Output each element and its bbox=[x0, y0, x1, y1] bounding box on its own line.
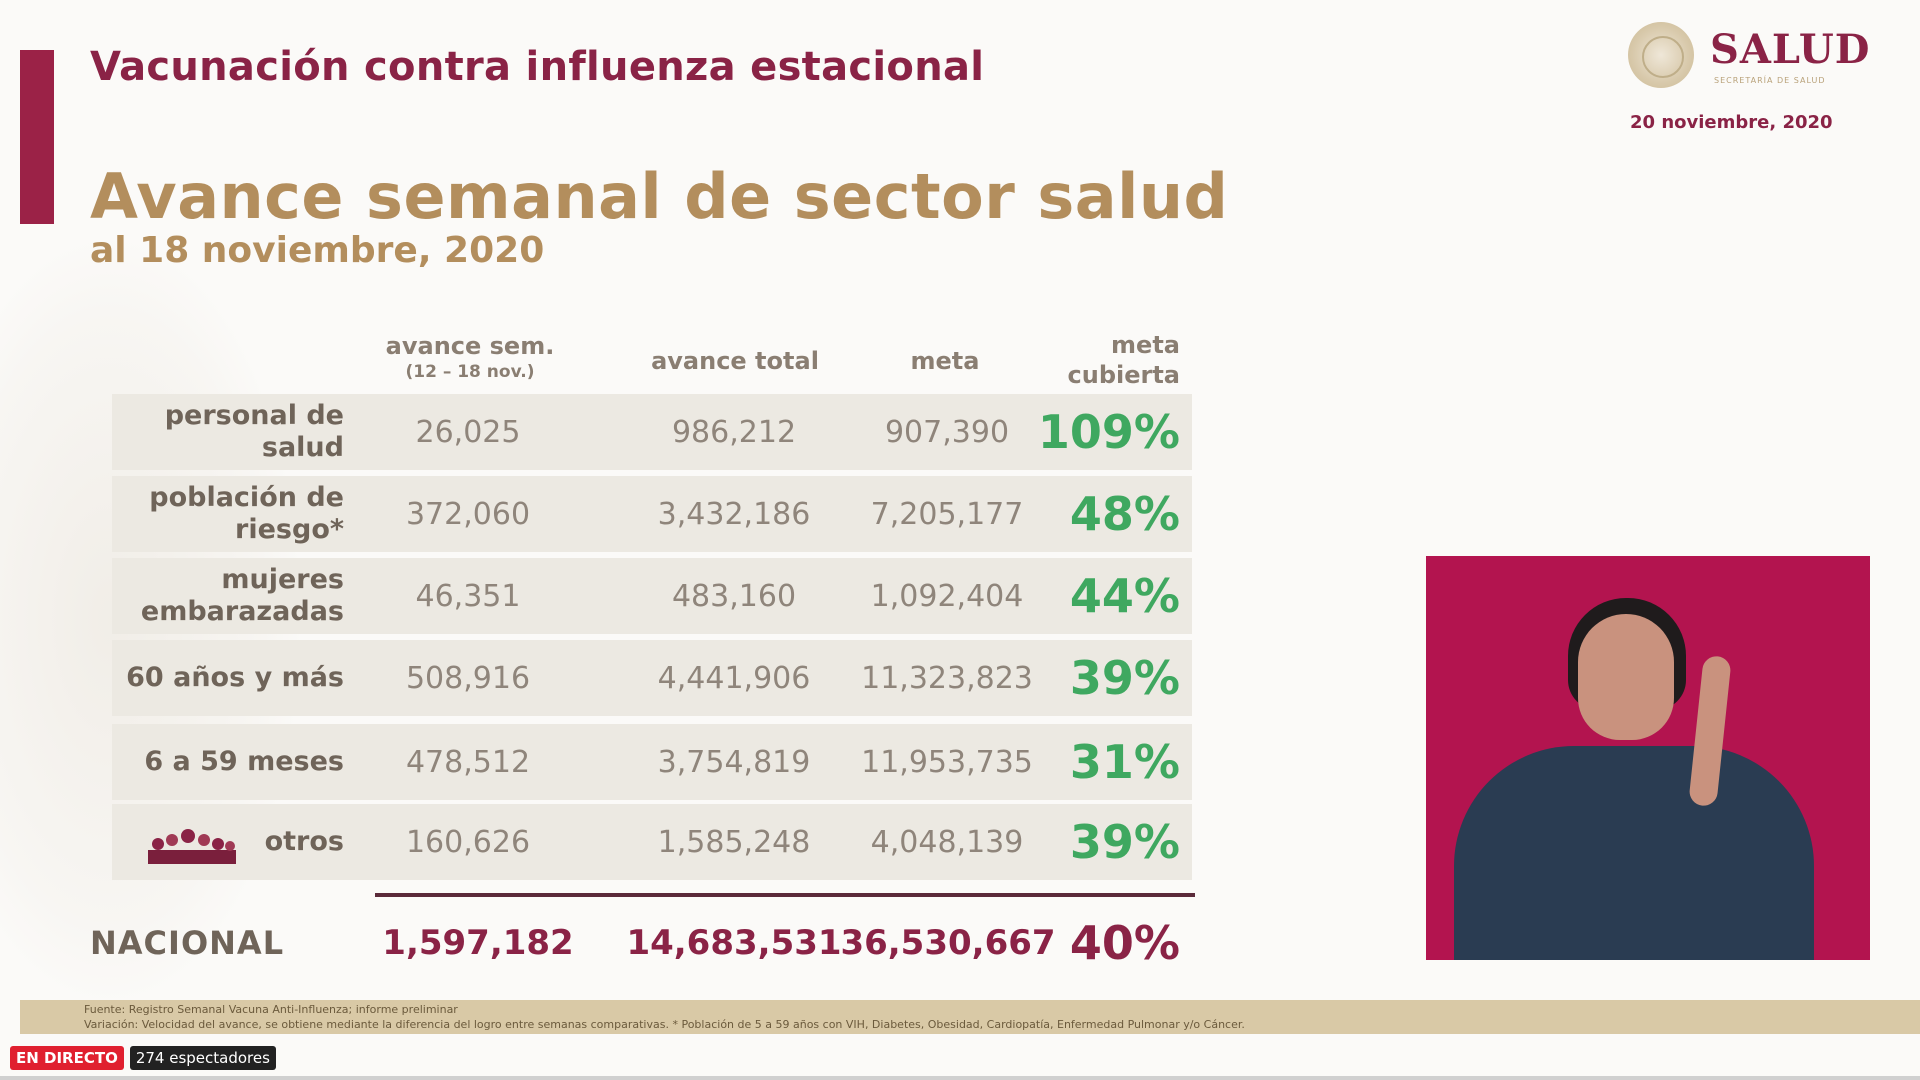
cell-weekly: 160,626 bbox=[405, 824, 531, 860]
national-label: NACIONAL bbox=[90, 924, 285, 962]
cell-weekly: 46,351 bbox=[415, 578, 521, 614]
footnote-band: Fuente: Registro Semanal Vacuna Anti-Inf… bbox=[20, 1000, 1920, 1034]
people-group-icon bbox=[148, 829, 236, 864]
page-title: Avance semanal de sector salud bbox=[90, 160, 1229, 233]
row-category: población de riesgo* bbox=[149, 481, 344, 545]
col-header-weekly: avance sem. (12 – 18 nov.) bbox=[385, 332, 555, 383]
cell-goal: 1,092,404 bbox=[870, 578, 1024, 614]
national-weekly: 1,597,182 bbox=[382, 923, 574, 963]
cell-total: 4,441,906 bbox=[657, 660, 811, 696]
cell-covered: 44% bbox=[1069, 569, 1180, 623]
salud-logo: SALUD SECRETARÍA DE SALUD bbox=[1628, 20, 1871, 90]
cell-covered: 48% bbox=[1069, 487, 1180, 541]
col-header-total: avance total bbox=[651, 347, 819, 375]
row-category: personal de salud bbox=[164, 399, 344, 463]
cell-goal: 907,390 bbox=[884, 414, 1010, 450]
cell-goal: 11,953,735 bbox=[861, 744, 1033, 780]
cell-total: 3,754,819 bbox=[657, 744, 811, 780]
cell-goal: 4,048,139 bbox=[870, 824, 1024, 860]
col-header-covered: meta cubierta bbox=[1067, 331, 1181, 390]
cell-total: 986,212 bbox=[671, 414, 797, 450]
cell-total: 3,432,186 bbox=[657, 496, 811, 532]
cell-covered: 109% bbox=[1037, 405, 1180, 459]
table-row: 6 a 59 meses 478,512 3,754,819 11,953,73… bbox=[112, 724, 1192, 800]
brand-name: SALUD bbox=[1710, 26, 1871, 73]
cell-goal: 11,323,823 bbox=[861, 660, 1033, 696]
page-subtitle: al 18 noviembre, 2020 bbox=[90, 230, 545, 271]
total-divider bbox=[375, 893, 1195, 897]
national-covered: 40% bbox=[1069, 916, 1180, 970]
cell-weekly: 508,916 bbox=[405, 660, 531, 696]
table-row: personal de salud 26,025 986,212 907,390 … bbox=[112, 394, 1192, 470]
presentation-date: 20 noviembre, 2020 bbox=[1630, 112, 1833, 133]
national-goal: 36,530,667 bbox=[840, 923, 1056, 963]
cell-covered: 31% bbox=[1069, 735, 1180, 789]
live-badge: EN DIRECTO bbox=[10, 1046, 124, 1070]
national-seal-icon bbox=[1628, 22, 1694, 88]
col-header-goal: meta bbox=[910, 347, 980, 375]
footnote-note: Variación: Velocidad del avance, se obti… bbox=[84, 1018, 1245, 1031]
table-row: mujeres embarazadas 46,351 483,160 1,092,… bbox=[112, 558, 1192, 634]
section-kicker: Vacunación contra influenza estacional bbox=[90, 44, 985, 90]
table-row: otros 160,626 1,585,248 4,048,139 39% bbox=[112, 804, 1192, 880]
cell-weekly: 478,512 bbox=[405, 744, 531, 780]
footnote-source: Fuente: Registro Semanal Vacuna Anti-Inf… bbox=[84, 1003, 458, 1016]
cell-weekly: 26,025 bbox=[415, 414, 521, 450]
brand-subtext: SECRETARÍA DE SALUD bbox=[1714, 76, 1826, 85]
accent-bar bbox=[20, 50, 54, 224]
interpreter-body bbox=[1454, 746, 1814, 960]
row-category: 6 a 59 meses bbox=[144, 745, 344, 777]
cell-covered: 39% bbox=[1069, 815, 1180, 869]
national-total: 14,683,531 bbox=[626, 923, 842, 963]
row-category: 60 años y más bbox=[126, 661, 344, 693]
cell-total: 483,160 bbox=[671, 578, 797, 614]
cell-covered: 39% bbox=[1069, 651, 1180, 705]
sign-language-interpreter-video bbox=[1426, 556, 1870, 960]
row-category: otros bbox=[264, 825, 344, 857]
cell-goal: 7,205,177 bbox=[870, 496, 1024, 532]
viewer-count: 274 espectadores bbox=[129, 1046, 276, 1070]
bottom-strip bbox=[0, 1076, 1920, 1080]
cell-weekly: 372,060 bbox=[405, 496, 531, 532]
row-category: mujeres embarazadas bbox=[140, 563, 344, 627]
interpreter-head bbox=[1578, 614, 1674, 740]
cell-total: 1,585,248 bbox=[657, 824, 811, 860]
table-row: población de riesgo* 372,060 3,432,186 7,… bbox=[112, 476, 1192, 552]
table-row: 60 años y más 508,916 4,441,906 11,323,8… bbox=[112, 640, 1192, 716]
live-status-bar: EN DIRECTO 274 espectadores bbox=[10, 1046, 276, 1070]
